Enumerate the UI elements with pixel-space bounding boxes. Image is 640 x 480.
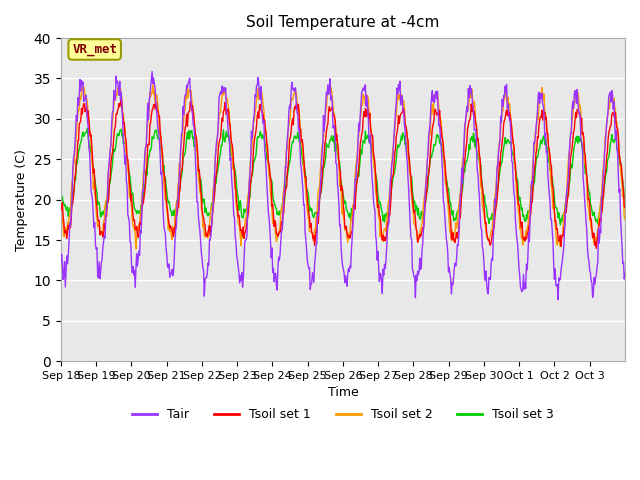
X-axis label: Time: Time (328, 386, 358, 399)
Legend: Tair, Tsoil set 1, Tsoil set 2, Tsoil set 3: Tair, Tsoil set 1, Tsoil set 2, Tsoil se… (127, 403, 559, 426)
Text: VR_met: VR_met (72, 43, 117, 56)
Y-axis label: Temperature (C): Temperature (C) (15, 149, 28, 251)
Title: Soil Temperature at -4cm: Soil Temperature at -4cm (246, 15, 440, 30)
